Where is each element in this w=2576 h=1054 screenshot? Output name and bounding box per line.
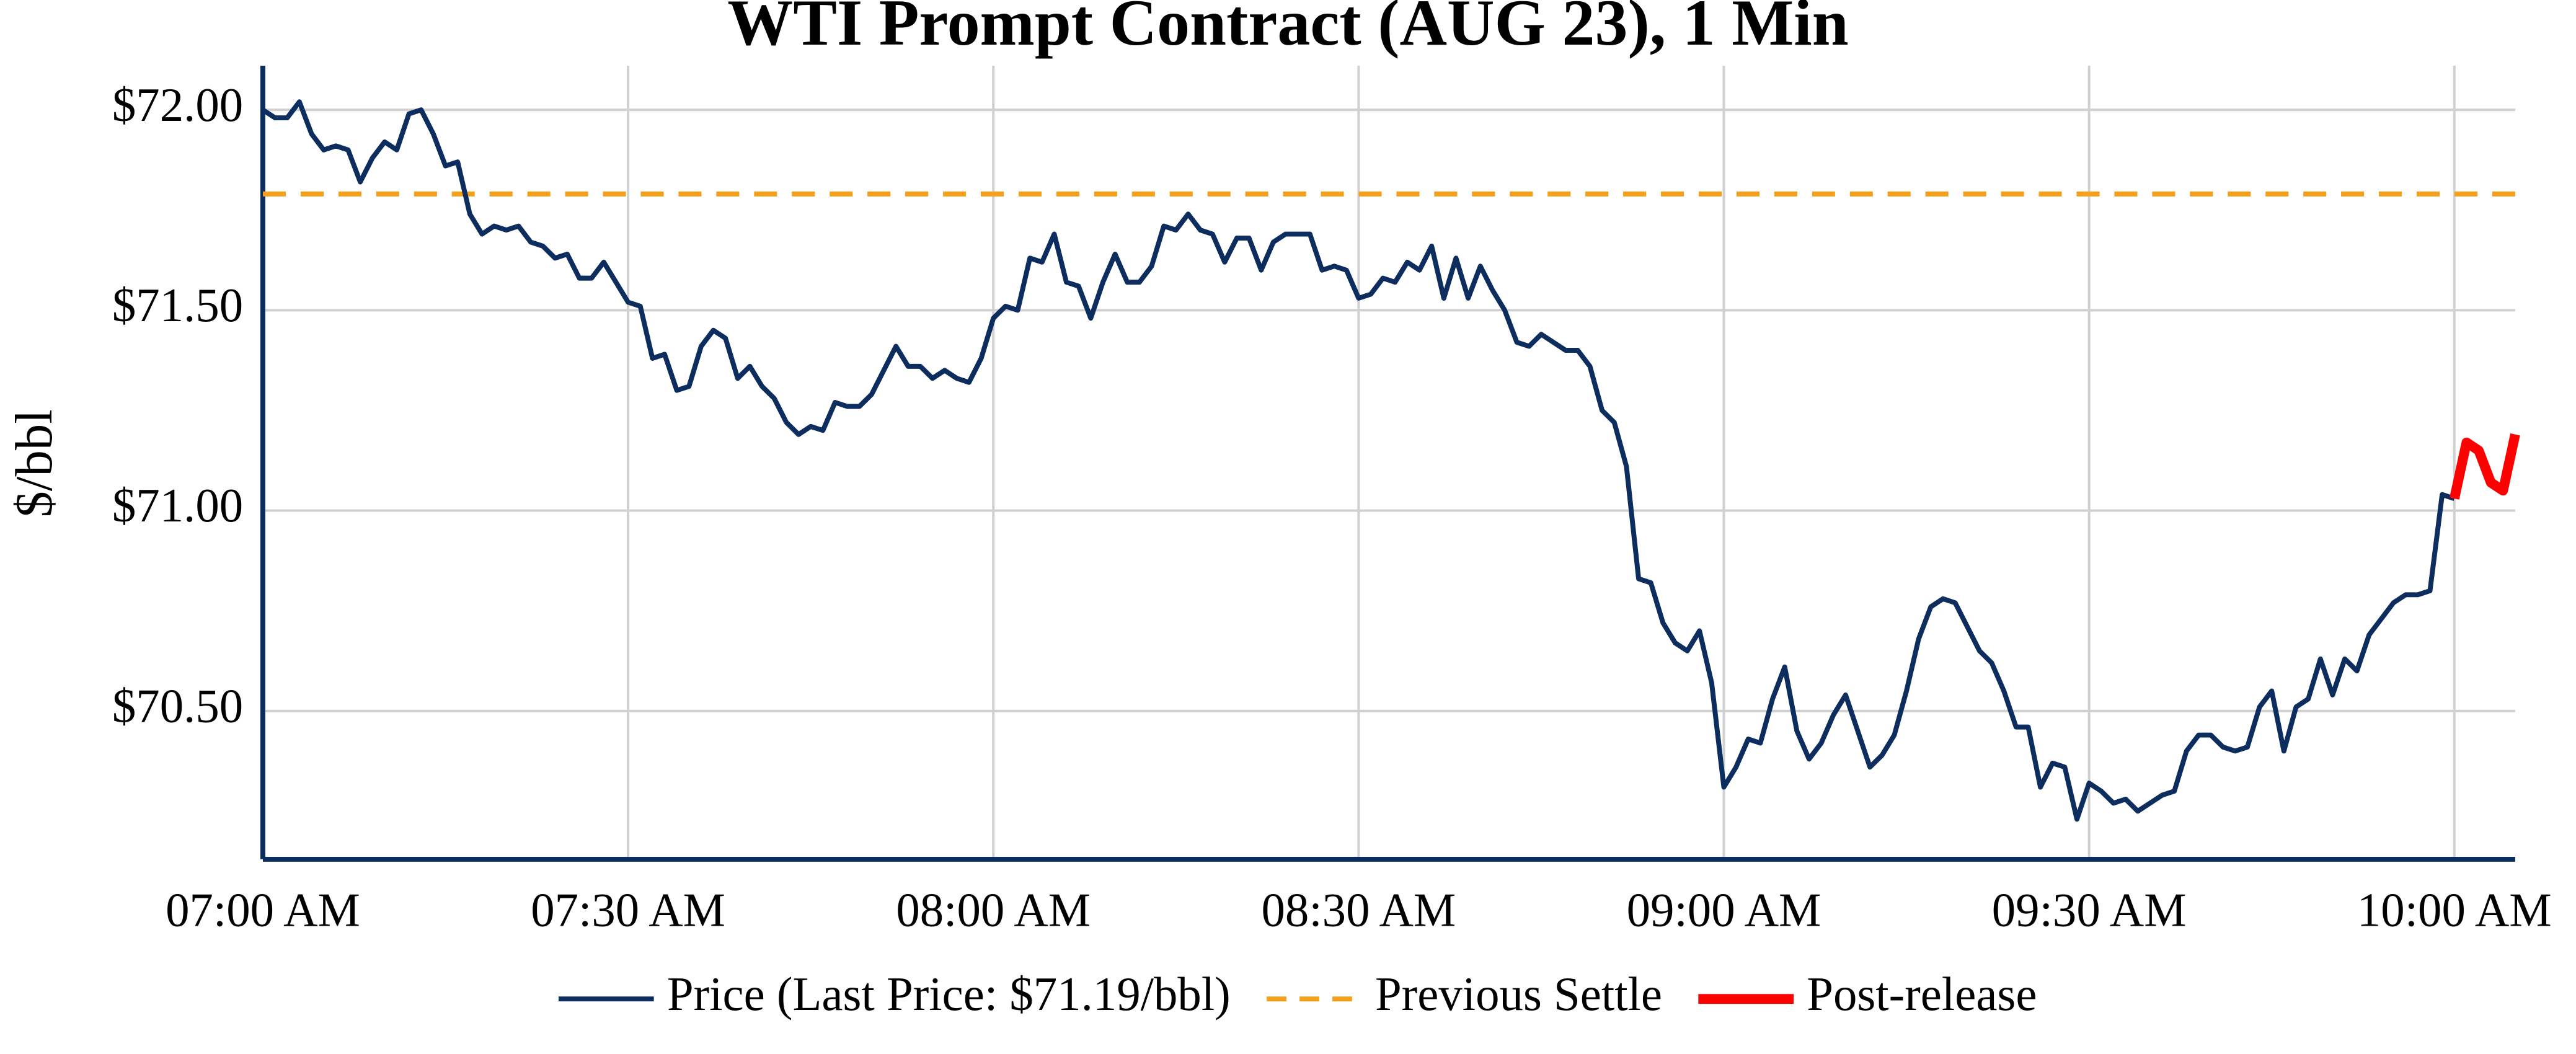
x-tick-label: 07:30 AM — [531, 884, 725, 937]
x-tick-label: 08:30 AM — [1261, 884, 1456, 937]
legend-label: Post-release — [1807, 968, 2037, 1021]
x-tick-label: 08:00 AM — [896, 884, 1091, 937]
y-tick-label: $71.50 — [112, 279, 243, 332]
y-tick-label: $72.00 — [112, 79, 243, 131]
legend-label: Previous Settle — [1375, 968, 1662, 1021]
price-line — [261, 99, 2456, 822]
legend: Price (Last Price: $71.19/bbl) Previous S… — [558, 968, 2037, 1021]
chart-title: WTI Prompt Contract (AUG 23), 1 Min — [727, 0, 1848, 59]
y-tick-label: $70.50 — [112, 680, 243, 732]
legend-label: Price (Last Price: $71.19/bbl) — [667, 968, 1231, 1021]
price-line — [2450, 433, 2520, 500]
y-tick-label: $71.00 — [112, 479, 243, 532]
x-tick-label: 07:00 AM — [166, 884, 360, 937]
x-tick-label: 09:00 AM — [1627, 884, 1821, 937]
x-tick-label: 09:30 AM — [1992, 884, 2187, 937]
x-tick-label: 10:00 AM — [2357, 884, 2552, 937]
y-axis-label: $/bbl — [5, 409, 63, 517]
